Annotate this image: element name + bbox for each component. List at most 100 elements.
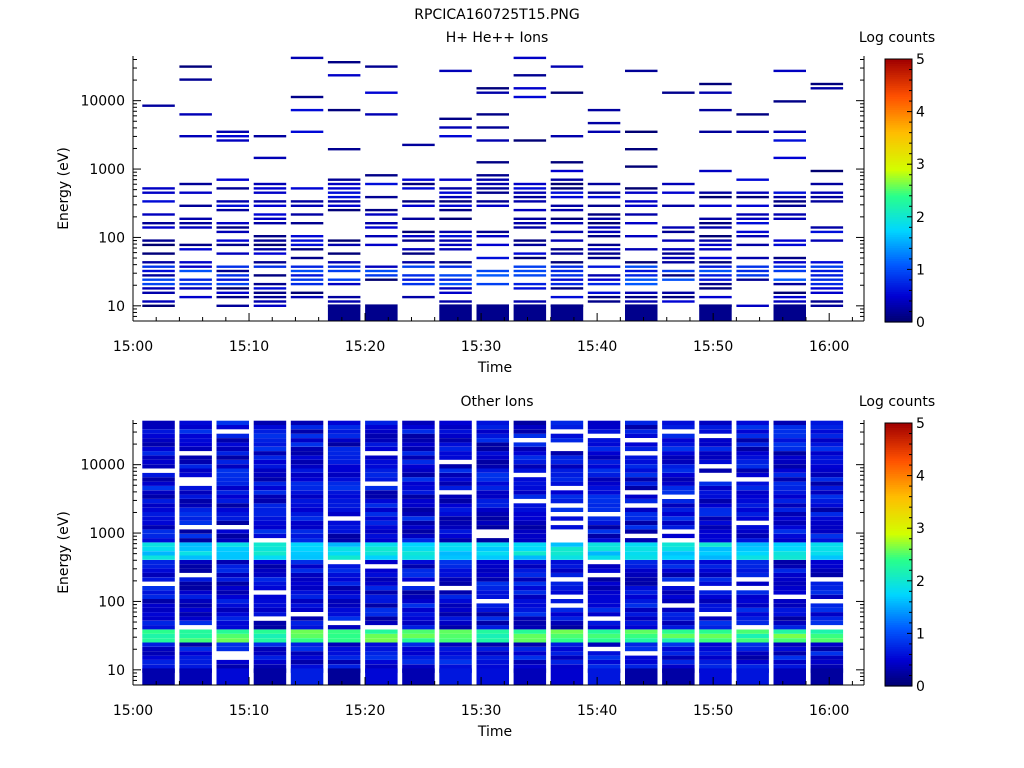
heatmap-cell bbox=[810, 464, 844, 469]
heatmap-cell bbox=[625, 464, 658, 469]
heatmap-cell bbox=[625, 516, 658, 521]
colorbar-swatch bbox=[885, 466, 912, 470]
heatmap-cell bbox=[253, 581, 287, 586]
heatmap-cell bbox=[773, 438, 806, 443]
heatmap-cell bbox=[327, 455, 361, 460]
heatmap-cell bbox=[513, 590, 547, 595]
heatmap-cell bbox=[327, 642, 361, 647]
heatmap-cell bbox=[439, 499, 472, 504]
colorbar-swatch bbox=[885, 175, 912, 178]
heatmap-cell bbox=[327, 594, 361, 599]
colorbar-swatch bbox=[885, 596, 912, 599]
heatmap-cell bbox=[253, 564, 287, 569]
heatmap-cell bbox=[179, 507, 212, 512]
heatmap-cell bbox=[662, 551, 695, 556]
heatmap-cell bbox=[179, 494, 212, 499]
heatmap-cell bbox=[773, 599, 806, 604]
heatmap-cell bbox=[513, 217, 547, 220]
heatmap-cell bbox=[625, 525, 658, 530]
heatmap-cell bbox=[662, 646, 695, 652]
heatmap-cell bbox=[773, 256, 806, 260]
y-tick-label: 10000 bbox=[80, 458, 125, 474]
heatmap-cell bbox=[179, 559, 212, 565]
heatmap-cell bbox=[513, 243, 547, 247]
heatmap-cell bbox=[810, 629, 844, 634]
heatmap-cell bbox=[587, 256, 621, 260]
heatmap-cell bbox=[587, 425, 621, 430]
heatmap-cell bbox=[216, 481, 249, 486]
heatmap-cell bbox=[327, 429, 361, 434]
heatmap-cell bbox=[587, 620, 621, 626]
colorbar-swatch bbox=[885, 646, 912, 650]
heatmap-cell bbox=[662, 485, 695, 491]
colorbar-swatch bbox=[885, 168, 912, 172]
heatmap-cell bbox=[810, 261, 844, 264]
heatmap-cell bbox=[625, 442, 658, 447]
heatmap-cell bbox=[810, 494, 844, 499]
heatmap-cell bbox=[625, 291, 658, 294]
colorbar-swatch bbox=[885, 126, 912, 130]
heatmap-cell bbox=[773, 533, 806, 539]
heatmap-cell bbox=[699, 169, 732, 173]
y-axis-label: Energy (eV) bbox=[56, 511, 72, 594]
heatmap-cell bbox=[365, 243, 398, 247]
heatmap-cell bbox=[179, 642, 212, 647]
colorbar-swatch bbox=[885, 613, 912, 617]
heatmap-cell bbox=[476, 646, 509, 652]
heatmap-cell bbox=[736, 507, 769, 512]
colorbar-swatch bbox=[885, 530, 912, 534]
colorbar-swatch bbox=[885, 462, 912, 466]
heatmap-cell bbox=[327, 485, 361, 491]
heatmap-cell bbox=[439, 420, 472, 425]
heatmap-cell bbox=[365, 616, 398, 621]
heatmap-cell bbox=[253, 568, 287, 573]
colorbar-swatch bbox=[885, 227, 912, 231]
heatmap-cell bbox=[253, 603, 287, 608]
heatmap-cell bbox=[662, 459, 695, 465]
heatmap-cell bbox=[327, 472, 361, 478]
heatmap-cell bbox=[476, 420, 509, 425]
heatmap-cell bbox=[662, 256, 695, 260]
heatmap-cell bbox=[662, 590, 695, 595]
heatmap-cell bbox=[736, 178, 769, 181]
heatmap-cell bbox=[216, 646, 249, 652]
heatmap-cell bbox=[216, 446, 249, 452]
heatmap-cell bbox=[476, 651, 509, 656]
heatmap-cell bbox=[290, 204, 324, 207]
heatmap-cell bbox=[810, 620, 844, 626]
heatmap-cell bbox=[773, 625, 806, 630]
heatmap-cell bbox=[439, 520, 472, 525]
heatmap-cell bbox=[550, 420, 584, 425]
heatmap-cell bbox=[365, 429, 398, 434]
heatmap-cell bbox=[402, 420, 435, 425]
colorbar-swatch bbox=[885, 238, 912, 242]
heatmap-cell bbox=[773, 577, 806, 582]
colorbar-swatch bbox=[885, 635, 912, 639]
heatmap-cell bbox=[625, 459, 658, 465]
heatmap-cell bbox=[216, 507, 249, 512]
heatmap-cell bbox=[699, 607, 732, 612]
heatmap-cell bbox=[513, 420, 547, 425]
heatmap-cell bbox=[699, 481, 732, 486]
colorbar-swatch bbox=[885, 666, 912, 670]
heatmap-cell bbox=[625, 642, 658, 647]
colorbar-swatch bbox=[885, 464, 912, 468]
heatmap-cell bbox=[327, 295, 361, 299]
heatmap-cell bbox=[290, 525, 324, 530]
heatmap-cell bbox=[142, 564, 175, 569]
heatmap-cell bbox=[773, 590, 806, 595]
heatmap-cell bbox=[550, 599, 584, 604]
colorbar-swatch bbox=[885, 164, 912, 167]
colorbar-label: Log counts bbox=[859, 394, 935, 410]
heatmap-cell bbox=[513, 74, 547, 77]
heatmap-cell bbox=[253, 642, 287, 647]
heatmap-cell bbox=[476, 464, 509, 469]
heatmap-cell bbox=[365, 529, 398, 534]
heatmap-cell bbox=[625, 295, 658, 299]
heatmap-cell bbox=[662, 542, 695, 547]
colorbar-swatch bbox=[885, 151, 912, 154]
heatmap-cell bbox=[290, 429, 324, 434]
heatmap-cell bbox=[179, 295, 212, 299]
heatmap-cell bbox=[142, 472, 175, 478]
heatmap-cell bbox=[513, 533, 547, 539]
